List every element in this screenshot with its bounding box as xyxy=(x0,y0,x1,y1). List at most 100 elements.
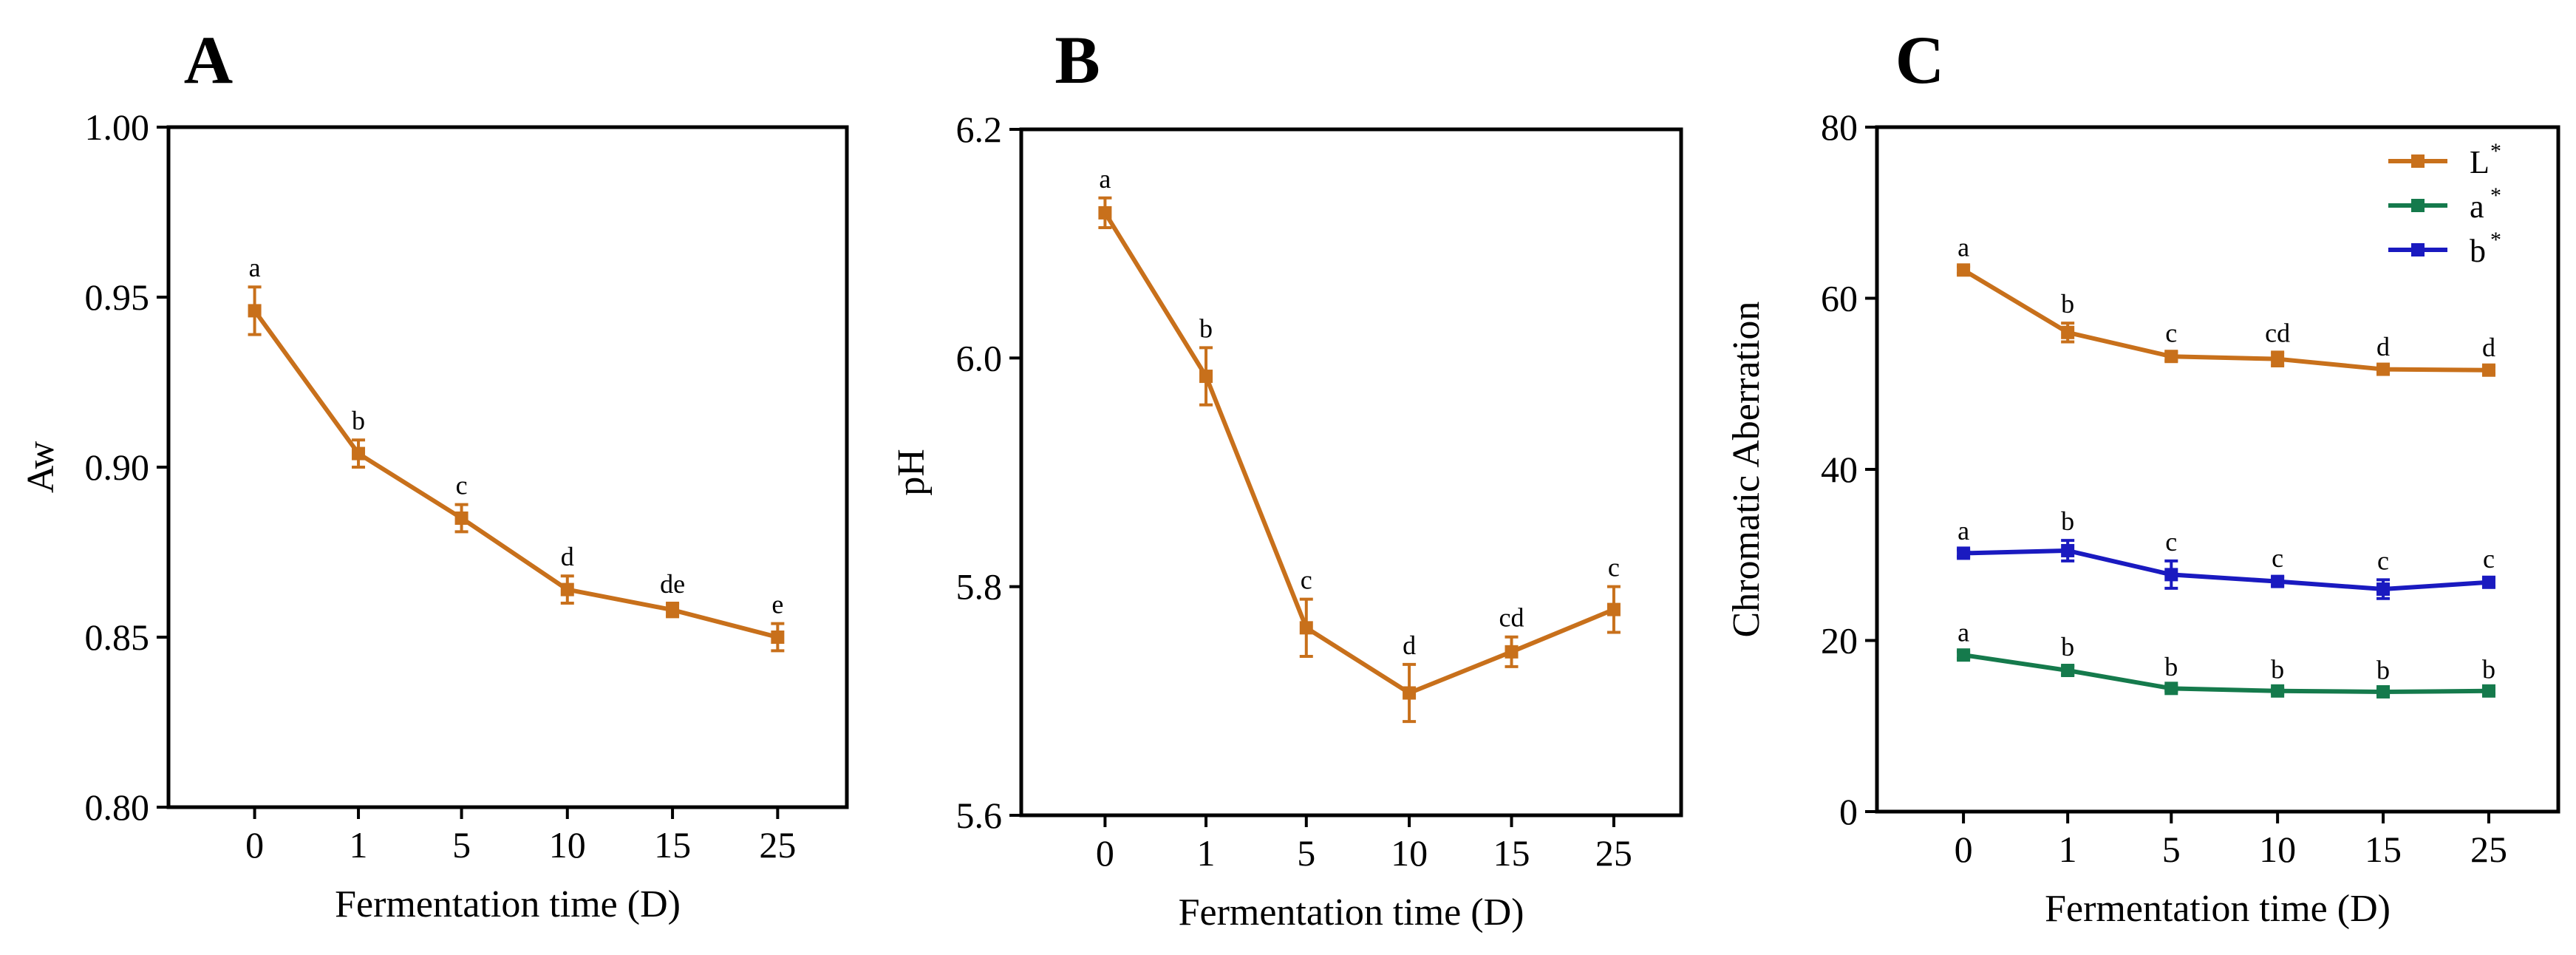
significance-label: b xyxy=(2061,289,2074,319)
legend-swatch-marker xyxy=(2411,199,2425,212)
x-tick-label: 1 xyxy=(350,824,368,866)
significance-label: c xyxy=(2272,543,2283,573)
data-point xyxy=(2164,350,2178,364)
panel-letter: C xyxy=(1895,22,1944,98)
data-point xyxy=(1957,263,1971,277)
plot-frame xyxy=(166,125,849,809)
x-tick-label: 0 xyxy=(1096,832,1114,874)
significance-label: b xyxy=(1199,313,1213,343)
y-tick-label: 60 xyxy=(1821,278,1858,319)
x-tick-label: 5 xyxy=(2162,829,2181,870)
significance-label: c xyxy=(1301,565,1312,595)
significance-label: b xyxy=(352,406,365,435)
data-point xyxy=(1957,546,1971,560)
plot-frame xyxy=(1019,127,1683,818)
data-point xyxy=(2271,684,2285,698)
significance-label: d xyxy=(1403,631,1416,660)
legend: L *a *b * xyxy=(2388,139,2501,269)
significance-label: a xyxy=(1957,618,1969,648)
significance-label: b xyxy=(2271,654,2284,684)
y-tick-label: 6.2 xyxy=(956,109,1003,150)
data-point xyxy=(454,512,468,525)
data-point xyxy=(1098,205,1112,220)
panel-letter: B xyxy=(1054,22,1100,98)
x-tick-label: 1 xyxy=(2059,829,2077,870)
y-tick-label: 0.80 xyxy=(85,786,150,828)
x-tick-label: 1 xyxy=(1197,832,1216,874)
x-tick-label: 25 xyxy=(1595,832,1632,874)
data-point xyxy=(2164,682,2178,696)
x-tick-label: 10 xyxy=(549,824,586,866)
series-line xyxy=(253,309,779,639)
panel-letter: A xyxy=(184,22,233,98)
y-axis-title: Aw xyxy=(20,441,62,493)
y-axis-title: pH xyxy=(890,449,933,496)
legend-swatch-marker xyxy=(2411,154,2425,168)
significance-label: de xyxy=(660,569,685,599)
y-tick-label: 0.90 xyxy=(85,446,150,488)
significance-label: b xyxy=(2164,652,2178,682)
significance-label: c xyxy=(456,471,468,500)
x-tick-label: 0 xyxy=(1955,829,1973,870)
x-tick-label: 25 xyxy=(759,824,796,866)
legend-label: a xyxy=(2470,188,2484,225)
plot-frame xyxy=(1875,125,2560,814)
data-point xyxy=(2061,325,2075,339)
y-tick-label: 5.6 xyxy=(956,795,1003,836)
data-point xyxy=(1606,602,1621,616)
x-axis-title: Fermentation time (D) xyxy=(2045,888,2391,930)
x-tick-label: 5 xyxy=(452,824,471,866)
series-L: a b c cd d d xyxy=(1957,233,2495,377)
significance-label: c xyxy=(2483,544,2495,574)
data-point xyxy=(2061,664,2075,678)
significance-label: a xyxy=(1957,233,1969,262)
x-tick-label: 15 xyxy=(654,824,691,866)
legend-superscript: * xyxy=(2490,228,2501,252)
significance-label: b xyxy=(2061,632,2074,662)
panel-A: A0.800.850.900.951.000 1 5 10 15 25Fermentati… xyxy=(20,22,849,925)
y-tick-label: 80 xyxy=(1821,106,1858,148)
series-b: a b c c c c xyxy=(1957,506,2495,600)
x-tick-label: 15 xyxy=(1493,832,1530,874)
data-point xyxy=(771,631,785,644)
data-point xyxy=(248,304,262,318)
legend-superscript: * xyxy=(2490,139,2501,163)
significance-label: d xyxy=(2376,332,2390,361)
series-line xyxy=(1103,211,1615,696)
x-tick-label: 5 xyxy=(1297,832,1315,874)
series-a: a b b b b b xyxy=(1957,618,2495,699)
y-tick-label: 40 xyxy=(1821,449,1858,490)
significance-label: c xyxy=(2165,527,2177,557)
y-tick-label: 5.8 xyxy=(956,566,1003,608)
significance-label: cd xyxy=(2265,318,2290,347)
data-point xyxy=(352,446,366,460)
significance-label: c xyxy=(2165,318,2177,347)
data-point xyxy=(2164,568,2178,582)
significance-label: b xyxy=(2482,654,2495,684)
data-point xyxy=(2376,362,2391,376)
significance-label: b xyxy=(2376,655,2390,684)
data-point xyxy=(2271,574,2285,588)
x-axis-title: Fermentation time (D) xyxy=(1179,891,1524,934)
y-tick-label: 0.85 xyxy=(85,616,150,658)
x-tick-label: 10 xyxy=(2259,829,2296,870)
data-point xyxy=(2271,352,2285,366)
series-Aw: a b c d de e xyxy=(248,253,785,653)
series-line xyxy=(1963,548,2490,592)
legend-superscript: * xyxy=(2490,183,2501,208)
x-tick-label: 25 xyxy=(2470,829,2507,870)
significance-label: d xyxy=(561,542,574,571)
significance-label: d xyxy=(2482,333,2495,362)
legend-label: L xyxy=(2470,144,2490,180)
data-point xyxy=(2061,543,2075,557)
data-point xyxy=(2376,684,2391,699)
legend-label: b xyxy=(2470,233,2486,269)
y-axis-title: Chromatic Aberration xyxy=(1725,302,1768,638)
data-point xyxy=(2376,582,2391,597)
y-tick-label: 1.00 xyxy=(85,106,150,148)
legend-swatch-marker xyxy=(2411,243,2425,256)
